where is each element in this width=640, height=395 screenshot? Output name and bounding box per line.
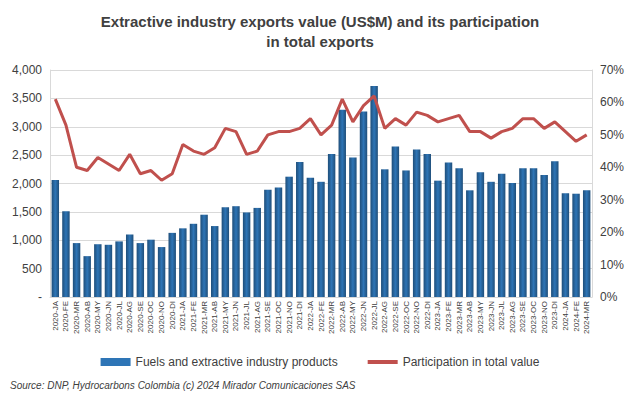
svg-text:2022-AB: 2022-AB	[338, 301, 347, 332]
svg-text:3,000: 3,000	[12, 120, 42, 134]
svg-text:30%: 30%	[600, 193, 624, 207]
svg-text:70%: 70%	[600, 63, 624, 77]
svg-text:2021-SE: 2021-SE	[263, 301, 272, 332]
svg-text:0%: 0%	[600, 290, 618, 304]
svg-text:2020-AB: 2020-AB	[83, 301, 92, 332]
svg-text:10%: 10%	[600, 258, 624, 272]
svg-text:4,000: 4,000	[12, 63, 42, 77]
svg-text:Extractive industry exports va: Extractive industry exports value (US$M)…	[101, 13, 539, 30]
svg-text:Source: DNP, Hydrocarbons Colo: Source: DNP, Hydrocarbons Colombia (c) 2…	[10, 380, 356, 391]
svg-text:-: -	[38, 290, 42, 304]
svg-text:60%: 60%	[600, 95, 624, 109]
svg-text:2021-MY: 2021-MY	[221, 300, 230, 333]
svg-text:2024-JA: 2024-JA	[561, 300, 570, 330]
svg-text:2022-JN: 2022-JN	[359, 301, 368, 331]
svg-text:Participation in total value: Participation in total value	[403, 355, 540, 369]
svg-text:2,500: 2,500	[12, 148, 42, 162]
svg-text:2020-JN: 2020-JN	[104, 301, 113, 331]
svg-text:2023-SE: 2023-SE	[518, 301, 527, 332]
svg-text:2022-AG: 2022-AG	[380, 301, 389, 333]
svg-text:500: 500	[22, 262, 42, 276]
svg-text:2,000: 2,000	[12, 177, 42, 191]
svg-text:2020-NO: 2020-NO	[157, 301, 166, 333]
svg-text:2022-JA: 2022-JA	[306, 300, 315, 330]
svg-text:2021-OC: 2021-OC	[274, 301, 283, 334]
svg-text:2023-NO: 2023-NO	[540, 301, 549, 333]
svg-text:2020-SE: 2020-SE	[136, 301, 145, 332]
svg-text:2022-SE: 2022-SE	[391, 301, 400, 332]
svg-text:1,000: 1,000	[12, 233, 42, 247]
svg-text:2020-MR: 2020-MR	[72, 301, 81, 334]
svg-text:2020-OC: 2020-OC	[146, 301, 155, 334]
svg-text:Fuels and extractive industry: Fuels and extractive industry products	[136, 355, 338, 369]
svg-text:2021-JA: 2021-JA	[178, 300, 187, 330]
svg-text:2023-JN: 2023-JN	[487, 301, 496, 331]
svg-text:2022-JL: 2022-JL	[370, 300, 379, 329]
svg-text:2022-MR: 2022-MR	[327, 301, 336, 334]
svg-text:2023-JA: 2023-JA	[433, 300, 442, 330]
svg-text:2023-MR: 2023-MR	[455, 301, 464, 334]
svg-text:2020-DI: 2020-DI	[168, 301, 177, 329]
svg-text:2021-MR: 2021-MR	[200, 301, 209, 334]
svg-text:2020-JL: 2020-JL	[115, 300, 124, 329]
svg-text:2020-AG: 2020-AG	[125, 301, 134, 333]
svg-text:2020-FE: 2020-FE	[61, 301, 70, 332]
svg-text:2024-MR: 2024-MR	[582, 301, 591, 334]
svg-text:2022-DI: 2022-DI	[423, 301, 432, 329]
svg-text:2023-OC: 2023-OC	[529, 301, 538, 334]
svg-text:2023-DI: 2023-DI	[550, 301, 559, 329]
svg-text:2020-JA: 2020-JA	[51, 300, 60, 330]
svg-text:2022-FE: 2022-FE	[317, 301, 326, 332]
svg-text:2021-JN: 2021-JN	[231, 301, 240, 331]
svg-text:2023-JL: 2023-JL	[497, 300, 506, 329]
svg-text:2021-AG: 2021-AG	[253, 301, 262, 333]
svg-text:2023-FE: 2023-FE	[444, 301, 453, 332]
svg-text:2022-NO: 2022-NO	[412, 301, 421, 333]
svg-text:2022-MY: 2022-MY	[348, 300, 357, 333]
svg-text:3,500: 3,500	[12, 91, 42, 105]
svg-text:in total exports: in total exports	[266, 33, 374, 50]
svg-text:2021-DI: 2021-DI	[295, 301, 304, 329]
svg-text:2021-FE: 2021-FE	[189, 301, 198, 332]
svg-text:2023-MY: 2023-MY	[476, 300, 485, 333]
svg-text:2023-AB: 2023-AB	[465, 301, 474, 332]
svg-text:2021-AB: 2021-AB	[210, 301, 219, 332]
svg-text:2020-MY: 2020-MY	[93, 300, 102, 333]
svg-text:50%: 50%	[600, 128, 624, 142]
svg-text:2022-OC: 2022-OC	[402, 301, 411, 334]
svg-text:2024-FE: 2024-FE	[572, 301, 581, 332]
svg-text:1,500: 1,500	[12, 205, 42, 219]
svg-text:2021-JL: 2021-JL	[242, 300, 251, 329]
svg-text:20%: 20%	[600, 225, 624, 239]
svg-text:40%: 40%	[600, 160, 624, 174]
svg-text:2023-AG: 2023-AG	[508, 301, 517, 333]
svg-text:2021-NO: 2021-NO	[285, 301, 294, 333]
